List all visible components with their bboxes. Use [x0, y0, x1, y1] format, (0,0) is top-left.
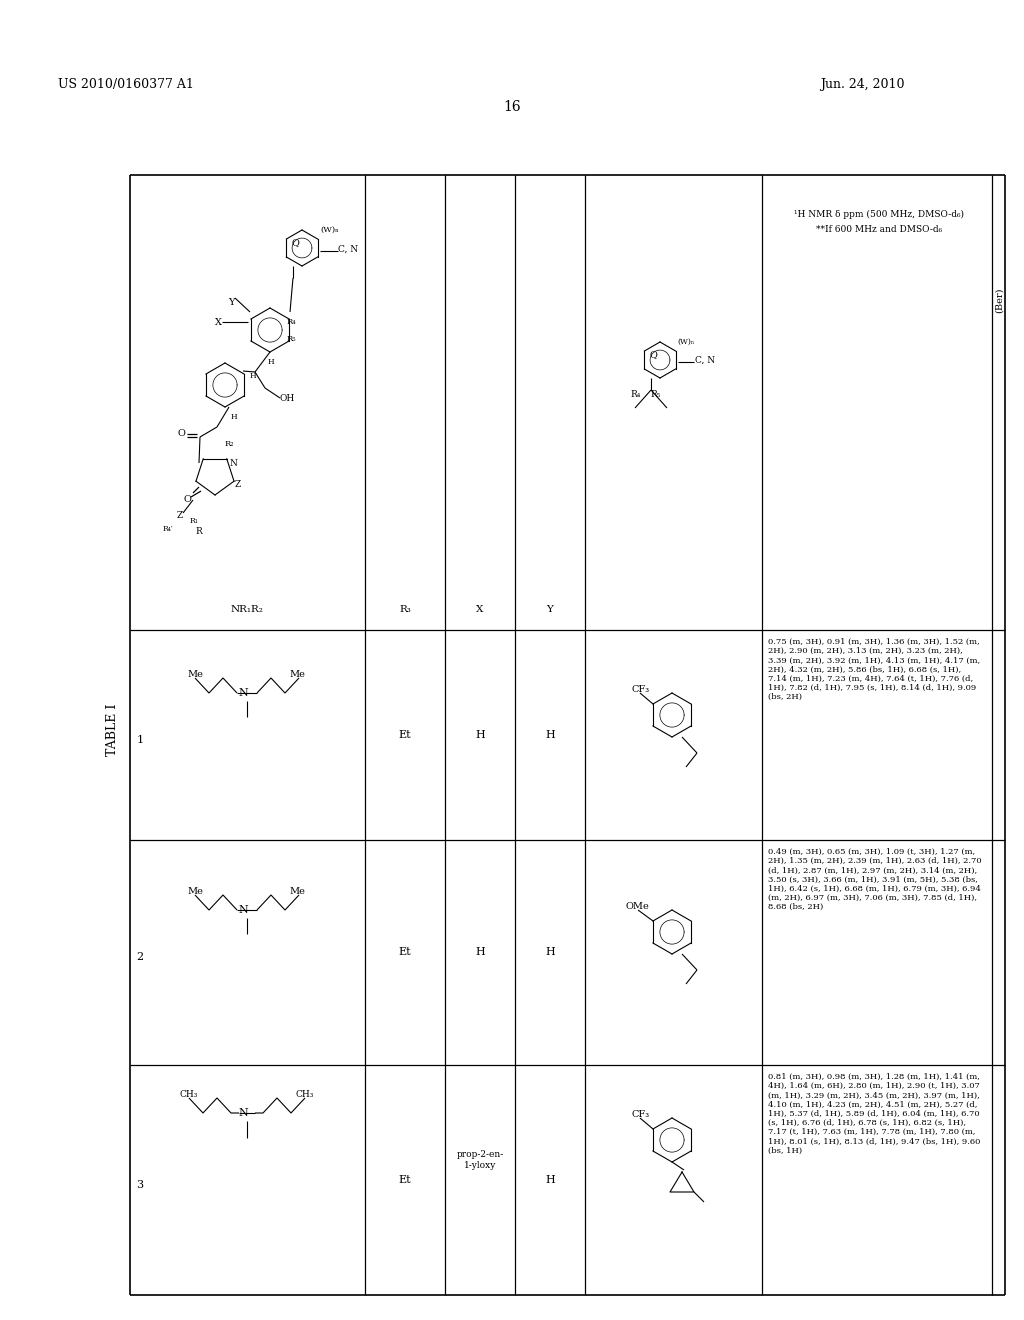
Text: Et: Et	[398, 946, 412, 957]
Text: 0.75 (m, 3H), 0.91 (m, 3H), 1.36 (m, 3H), 1.52 (m,
2H), 2.90 (m, 2H), 3.13 (m, 2: 0.75 (m, 3H), 0.91 (m, 3H), 1.36 (m, 3H)…	[768, 638, 980, 701]
Text: Y: Y	[228, 298, 234, 308]
Text: prop-2-en-
1-yloxy: prop-2-en- 1-yloxy	[457, 1150, 504, 1170]
Text: Jun. 24, 2010: Jun. 24, 2010	[820, 78, 904, 91]
Text: 0.81 (m, 3H), 0.98 (m, 3H), 1.28 (m, 1H), 1.41 (m,
4H), 1.64 (m, 6H), 2.80 (m, 1: 0.81 (m, 3H), 0.98 (m, 3H), 1.28 (m, 1H)…	[768, 1073, 980, 1155]
Text: R: R	[195, 527, 202, 536]
Text: CF₃: CF₃	[632, 685, 650, 694]
Text: R₄: R₄	[287, 318, 297, 326]
Text: N: N	[239, 688, 248, 698]
Text: Et: Et	[398, 1175, 412, 1185]
Text: R₄′: R₄′	[163, 525, 174, 533]
Text: R₄: R₄	[630, 389, 640, 399]
Text: (Ber): (Ber)	[994, 288, 1004, 313]
Text: N: N	[239, 906, 248, 915]
Text: R₅: R₅	[650, 389, 660, 399]
Text: NR₁R₂: NR₁R₂	[230, 605, 263, 614]
Text: 1: 1	[136, 735, 143, 744]
Text: H: H	[475, 946, 485, 957]
Text: Y: Y	[547, 605, 553, 614]
Text: R₃: R₃	[399, 605, 411, 614]
Text: H: H	[475, 730, 485, 741]
Text: **If 600 MHz and DMSO-d₆: **If 600 MHz and DMSO-d₆	[816, 224, 942, 234]
Text: Q: Q	[291, 239, 299, 248]
Text: H: H	[268, 358, 274, 366]
Text: X: X	[476, 605, 483, 614]
Text: X: X	[215, 318, 222, 327]
Text: H: H	[545, 946, 555, 957]
Text: ¹H NMR δ ppm (500 MHz, DMSO-d₆): ¹H NMR δ ppm (500 MHz, DMSO-d₆)	[794, 210, 964, 219]
Text: 16: 16	[503, 100, 521, 114]
Text: Q: Q	[649, 351, 657, 359]
Text: US 2010/0160377 A1: US 2010/0160377 A1	[58, 78, 194, 91]
Text: C, N: C, N	[695, 356, 715, 366]
Text: C, N: C, N	[338, 246, 358, 253]
Text: Me: Me	[187, 671, 203, 678]
Text: 3: 3	[136, 1180, 143, 1191]
Text: 0.49 (m, 3H), 0.65 (m, 3H), 1.09 (t, 3H), 1.27 (m,
2H), 1.35 (m, 2H), 2.39 (m, 1: 0.49 (m, 3H), 0.65 (m, 3H), 1.09 (t, 3H)…	[768, 847, 982, 911]
Text: (W)ₙ: (W)ₙ	[319, 226, 339, 234]
Text: OMe: OMe	[626, 902, 650, 911]
Text: Z: Z	[234, 480, 242, 488]
Text: O: O	[183, 495, 190, 504]
Text: H: H	[545, 1175, 555, 1185]
Text: Z: Z	[177, 511, 183, 520]
Text: OH: OH	[280, 393, 295, 403]
Text: 2: 2	[136, 952, 143, 962]
Text: TABLE I: TABLE I	[105, 704, 119, 756]
Text: Et: Et	[398, 730, 412, 741]
Text: N: N	[239, 1107, 248, 1118]
Text: H: H	[250, 372, 257, 380]
Text: CH₃: CH₃	[295, 1090, 313, 1100]
Text: R₂: R₂	[225, 440, 234, 447]
Text: Me: Me	[289, 671, 305, 678]
Text: CH₃: CH₃	[179, 1090, 198, 1100]
Text: (W)ₙ: (W)ₙ	[677, 338, 694, 346]
Text: N: N	[229, 459, 237, 469]
Text: R₅: R₅	[287, 335, 297, 343]
Text: H: H	[231, 413, 238, 421]
Text: O: O	[177, 429, 185, 438]
Text: CF₃: CF₃	[632, 1110, 650, 1119]
Text: Me: Me	[187, 887, 203, 896]
Text: Me: Me	[289, 887, 305, 896]
Text: R₁: R₁	[190, 517, 199, 525]
Text: H: H	[545, 730, 555, 741]
